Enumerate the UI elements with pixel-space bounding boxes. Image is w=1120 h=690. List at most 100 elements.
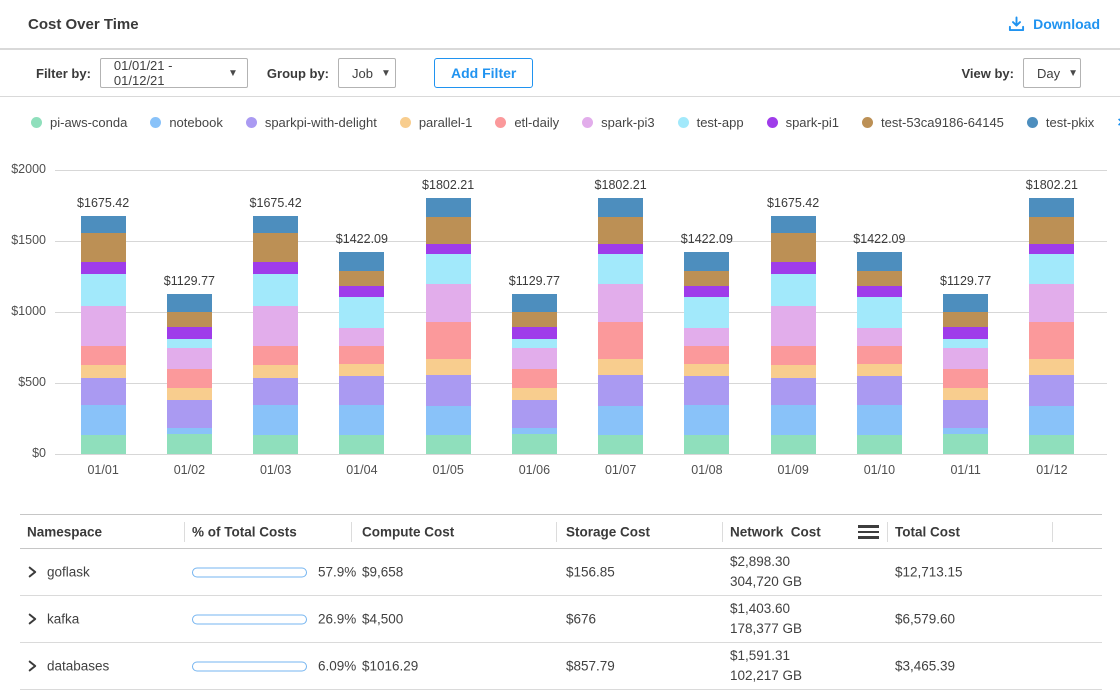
legend-item-test-pkix[interactable]: test-pkix — [1026, 115, 1094, 130]
bar-segment-sparkpi-with-delight — [425, 374, 471, 406]
bar-segment-spark-pi3 — [166, 347, 212, 370]
gridline — [55, 312, 1107, 313]
bar-segment-test-pkix — [684, 252, 730, 271]
bar-segment-etl-daily — [598, 322, 644, 359]
view-by-select[interactable]: Day ▼ — [1023, 58, 1081, 88]
deselect-all-button[interactable]: × Deselect All — [1117, 115, 1120, 130]
x-axis-tick-label: 01/02 — [173, 463, 206, 477]
bar-segment-test-53ca9186-64145 — [511, 311, 557, 328]
column-menu-icon[interactable] — [858, 525, 879, 542]
bar-total-label: $1802.21 — [422, 178, 475, 193]
group-by-value: Job — [352, 65, 373, 81]
col-header-total: Total Cost — [895, 524, 960, 539]
date-range-select[interactable]: 01/01/21 - 01/12/21 ▼ — [99, 58, 248, 88]
bar-segment-spark-pi1 — [598, 243, 644, 255]
chevron-down-icon: ▼ — [380, 67, 391, 79]
bar-segment-pi-aws-conda — [339, 434, 385, 454]
legend-item-etl-daily[interactable]: etl-daily — [495, 115, 559, 130]
bar-segment-pi-aws-conda — [253, 434, 299, 454]
bar-segment-spark-pi3 — [684, 328, 730, 346]
legend-dot-icon — [495, 117, 507, 128]
y-axis-tick-label: $2000 — [11, 162, 46, 176]
bar-segment-sparkpi-with-delight — [598, 374, 644, 406]
bar-segment-pi-aws-conda — [80, 434, 126, 454]
x-axis-tick-label: 01/06 — [518, 463, 551, 477]
bar-segment-test-pkix — [1029, 198, 1075, 217]
total-cost-cell: $12,713.15 — [895, 564, 963, 580]
column-divider — [1052, 522, 1053, 542]
x-axis-tick-label: 01/03 — [259, 463, 292, 477]
bar-segment-spark-pi1 — [253, 262, 299, 274]
bar-total-label: $1129.77 — [940, 273, 992, 288]
cost-over-time-chart: $0 $500 $1000 $1500 $2000 $1675.42 01/01 $1129.… — [0, 148, 1120, 486]
bar-segment-notebook — [856, 404, 902, 435]
bar-segment-parallel-1 — [684, 364, 730, 377]
legend-dot-icon — [1026, 117, 1038, 128]
bar-total-label: $1422.09 — [335, 232, 388, 247]
legend-item-sparkpi-with-delight[interactable]: sparkpi-with-delight — [245, 115, 377, 130]
network-cost-cell: $1,591.31 102,217 GB — [730, 646, 802, 686]
legend-label: pi-aws-conda — [50, 115, 128, 130]
storage-cost-cell: $156.85 — [566, 564, 615, 580]
total-cost-cell: $3,465.39 — [895, 658, 956, 674]
group-by-select[interactable]: Job ▼ — [338, 58, 397, 88]
legend-dot-icon — [31, 117, 42, 128]
bar-segment-test-pkix — [339, 252, 385, 271]
legend-item-spark-pi1[interactable]: spark-pi1 — [766, 115, 839, 130]
storage-cost-cell: $676 — [566, 611, 597, 627]
bar-segment-notebook — [166, 427, 212, 435]
bar-segment-test-53ca9186-64145 — [856, 270, 902, 286]
bar-segment-spark-pi3 — [339, 328, 385, 346]
col-header-compute: Compute Cost — [362, 524, 455, 539]
x-axis-tick-label: 01/12 — [1036, 463, 1068, 477]
bar-total-label: $1675.42 — [767, 196, 820, 211]
legend-item-spark-pi3[interactable]: spark-pi3 — [582, 115, 655, 130]
legend-item-pi-aws-conda[interactable]: pi-aws-conda — [31, 115, 127, 130]
bar-segment-spark-pi1 — [339, 285, 385, 297]
bar-segment-notebook — [770, 404, 816, 435]
network-gb-value: 102,217 GB — [730, 668, 803, 683]
legend-item-notebook[interactable]: notebook — [150, 115, 223, 130]
legend-label: notebook — [169, 115, 223, 130]
bar-total-label: $1675.42 — [77, 196, 130, 211]
bar-segment-spark-pi3 — [80, 305, 126, 346]
add-filter-button[interactable]: Add Filter — [434, 58, 534, 88]
legend-item-test-53ca9186-64145[interactable]: test-53ca9186-64145 — [862, 115, 1004, 130]
bar-segment-spark-pi1 — [425, 243, 471, 255]
expand-row-chevron-icon[interactable] — [27, 660, 38, 672]
download-button[interactable]: Download — [1008, 16, 1100, 32]
legend-dot-icon — [399, 117, 411, 128]
column-divider — [722, 522, 723, 542]
bar-segment-test-app — [253, 273, 299, 306]
expand-row-chevron-icon[interactable] — [27, 566, 38, 578]
download-label: Download — [1033, 16, 1100, 32]
bar-segment-parallel-1 — [339, 364, 385, 377]
filter-by-label: Filter by: — [36, 65, 91, 81]
bar-total-label: $1802.21 — [1025, 178, 1078, 193]
bar-segment-test-app — [856, 296, 902, 329]
bar-segment-spark-pi3 — [770, 305, 816, 346]
stacked-bar-01/09 — [770, 216, 816, 454]
bar-segment-test-pkix — [253, 216, 299, 234]
bar-segment-spark-pi3 — [943, 347, 989, 370]
stacked-bar-01/03 — [253, 216, 299, 454]
bar-segment-test-pkix — [943, 293, 989, 312]
bar-segment-test-app — [1029, 254, 1075, 284]
bar-segment-test-app — [943, 338, 989, 348]
bar-segment-etl-daily — [339, 345, 385, 365]
bar-segment-test-app — [166, 338, 212, 348]
bar-segment-test-pkix — [598, 198, 644, 217]
expand-row-chevron-icon[interactable] — [27, 613, 38, 625]
bar-segment-spark-pi3 — [1029, 283, 1075, 323]
y-axis-tick-label: $1500 — [11, 233, 46, 247]
bar-total-label: $1802.21 — [594, 178, 647, 193]
bar-segment-etl-daily — [166, 369, 212, 388]
legend-item-parallel-1[interactable]: parallel-1 — [399, 115, 472, 130]
filter-bar: Filter by: 01/01/21 - 01/12/21 ▼ Group b… — [0, 50, 1120, 97]
group-by-label: Group by: — [266, 65, 330, 81]
stacked-bar-01/05 — [425, 198, 471, 454]
col-header-network: Network Cost — [730, 524, 821, 539]
legend-item-test-app[interactable]: test-app — [677, 115, 744, 130]
view-by-label: View by: — [961, 65, 1014, 81]
legend-dot-icon — [862, 117, 874, 128]
